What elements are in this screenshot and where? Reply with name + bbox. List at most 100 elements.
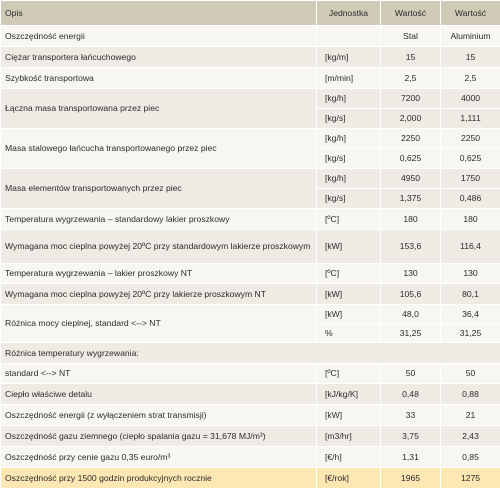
- table-row: Oszczędność przy cenie gazu 0,35 euro/m³…: [1, 447, 500, 468]
- row-description: Ciepło właściwe detalu: [1, 384, 317, 405]
- header-value-2: Wartość: [441, 1, 500, 26]
- row-value-2: 50: [441, 364, 500, 384]
- table-row: Łączna masa transportowana przez piec [k…: [1, 89, 500, 109]
- row-description: Szybkość transportowa: [1, 68, 317, 89]
- row-value-1: 153,6: [381, 230, 441, 264]
- row-unit: [317, 26, 381, 47]
- row-value-2: 15: [441, 47, 500, 68]
- table-row: Wymagana moc cieplna powyżej 20ºC przy s…: [1, 230, 500, 264]
- row-description: Wymagana moc cieplna powyżej 20ºC przy s…: [1, 230, 317, 264]
- row-value-1: 1,375: [381, 189, 441, 209]
- row-value-2: 31,25: [441, 324, 500, 343]
- row-value-2: 1750: [441, 169, 500, 189]
- row-unit: [kg/s]: [317, 149, 381, 169]
- row-value-1: 130: [381, 264, 441, 284]
- row-value-2: 0,88: [441, 384, 500, 405]
- row-description: Oszczędność energii (z wyłączeniem strat…: [1, 405, 317, 426]
- table-row: Oszczędność energii Stal Aluminium: [1, 26, 500, 47]
- table-row: Ciężar transportera łańcuchowego [kg/m] …: [1, 47, 500, 68]
- row-description: standard <--> NT: [1, 364, 317, 384]
- row-value-2: 130: [441, 264, 500, 284]
- row-description: Oszczędność przy 1500 godzin produkcyjny…: [1, 468, 317, 489]
- table-row: Oszczędność gazu ziemnego (ciepło spalan…: [1, 426, 500, 447]
- row-value-1: 50: [381, 364, 441, 384]
- row-unit: [kW]: [317, 284, 381, 305]
- row-value-1: 4950: [381, 169, 441, 189]
- row-value-1: 2250: [381, 129, 441, 149]
- row-unit: [ºC]: [317, 209, 381, 230]
- row-unit: [kg/s]: [317, 189, 381, 209]
- row-description: Oszczędność przy cenie gazu 0,35 euro/m³: [1, 447, 317, 468]
- row-description: Wymagana moc cieplna powyżej 20ºC przy l…: [1, 284, 317, 305]
- row-value-1: 15: [381, 47, 441, 68]
- row-description: Oszczędność energii: [1, 26, 317, 47]
- row-description: Masa stalowego łańcucha transportowanego…: [1, 129, 317, 169]
- row-value-1: Stal: [381, 26, 441, 47]
- table-row: Masa stalowego łańcucha transportowanego…: [1, 129, 500, 149]
- row-unit: [kW]: [317, 405, 381, 426]
- table-row: standard <--> NT [ºC] 50 50: [1, 364, 500, 384]
- row-value-2: 36,4: [441, 305, 500, 324]
- table-row: Szybkość transportowa [m/min] 2,5 2,5: [1, 68, 500, 89]
- table-row: Różnica mocy cieplnej, standard <--> NT …: [1, 305, 500, 324]
- header-description: Opis: [1, 1, 317, 26]
- row-description: Różnica mocy cieplnej, standard <--> NT: [1, 305, 317, 343]
- row-value-2: 0,625: [441, 149, 500, 169]
- row-value-1: 7200: [381, 89, 441, 109]
- table-row: Oszczędność energii (z wyłączeniem strat…: [1, 405, 500, 426]
- row-value-2: 180: [441, 209, 500, 230]
- row-value-2: Aluminium: [441, 26, 500, 47]
- row-value-2: 1275: [441, 468, 500, 489]
- row-unit: [€/rok]: [317, 468, 381, 489]
- table-row: Wymagana moc cieplna powyżej 20ºC przy l…: [1, 284, 500, 305]
- header-unit: Jednostka: [317, 1, 381, 26]
- row-description: Temperatura wygrzewania – lakier proszko…: [1, 264, 317, 284]
- row-value-2: 4000: [441, 89, 500, 109]
- row-description: Łączna masa transportowana przez piec: [1, 89, 317, 129]
- table-row: Różnica temperatury wygrzewania:: [1, 343, 500, 364]
- header-value-1: Wartość: [381, 1, 441, 26]
- row-description: Temperatura wygrzewania – standardowy la…: [1, 209, 317, 230]
- row-value-1: 33: [381, 405, 441, 426]
- row-unit: [kJ/kg/K]: [317, 384, 381, 405]
- table-row-highlighted: Oszczędność przy 1500 godzin produkcyjny…: [1, 468, 500, 489]
- row-value-1: 2,5: [381, 68, 441, 89]
- table-row: Temperatura wygrzewania – lakier proszko…: [1, 264, 500, 284]
- row-unit: [m/min]: [317, 68, 381, 89]
- row-unit: %: [317, 324, 381, 343]
- row-value-2: 21: [441, 405, 500, 426]
- row-unit: [kg/s]: [317, 109, 381, 129]
- row-value-2: 2,43: [441, 426, 500, 447]
- row-unit: [ºC]: [317, 264, 381, 284]
- row-value-1: 1965: [381, 468, 441, 489]
- row-value-1: 180: [381, 209, 441, 230]
- row-unit: [kW]: [317, 230, 381, 264]
- table-header-row: Opis Jednostka Wartość Wartość: [1, 1, 500, 26]
- row-value-2: 0,85: [441, 447, 500, 468]
- row-unit: [ºC]: [317, 364, 381, 384]
- row-value-1: 0,48: [381, 384, 441, 405]
- row-value-1: 48,0: [381, 305, 441, 324]
- row-value-2: 2,5: [441, 68, 500, 89]
- row-value-1: 3,75: [381, 426, 441, 447]
- row-description: Masa elementów transportowanych przez pi…: [1, 169, 317, 209]
- table-row: Temperatura wygrzewania – standardowy la…: [1, 209, 500, 230]
- row-description: Różnica temperatury wygrzewania:: [1, 343, 500, 364]
- row-value-2: 1,111: [441, 109, 500, 129]
- row-unit: [m3/hr]: [317, 426, 381, 447]
- row-value-1: 2,000: [381, 109, 441, 129]
- row-unit: [kW]: [317, 305, 381, 324]
- row-unit: [€/h]: [317, 447, 381, 468]
- table-row: Masa elementów transportowanych przez pi…: [1, 169, 500, 189]
- row-value-2: 0,486: [441, 189, 500, 209]
- row-unit: [kg/h]: [317, 89, 381, 109]
- row-value-1: 105,6: [381, 284, 441, 305]
- row-description: Oszczędność gazu ziemnego (ciepło spalan…: [1, 426, 317, 447]
- row-unit: [kg/h]: [317, 169, 381, 189]
- row-unit: [kg/h]: [317, 129, 381, 149]
- row-description: Ciężar transportera łańcuchowego: [1, 47, 317, 68]
- table-row: Ciepło właściwe detalu [kJ/kg/K] 0,48 0,…: [1, 384, 500, 405]
- row-value-2: 2250: [441, 129, 500, 149]
- row-value-2: 116,4: [441, 230, 500, 264]
